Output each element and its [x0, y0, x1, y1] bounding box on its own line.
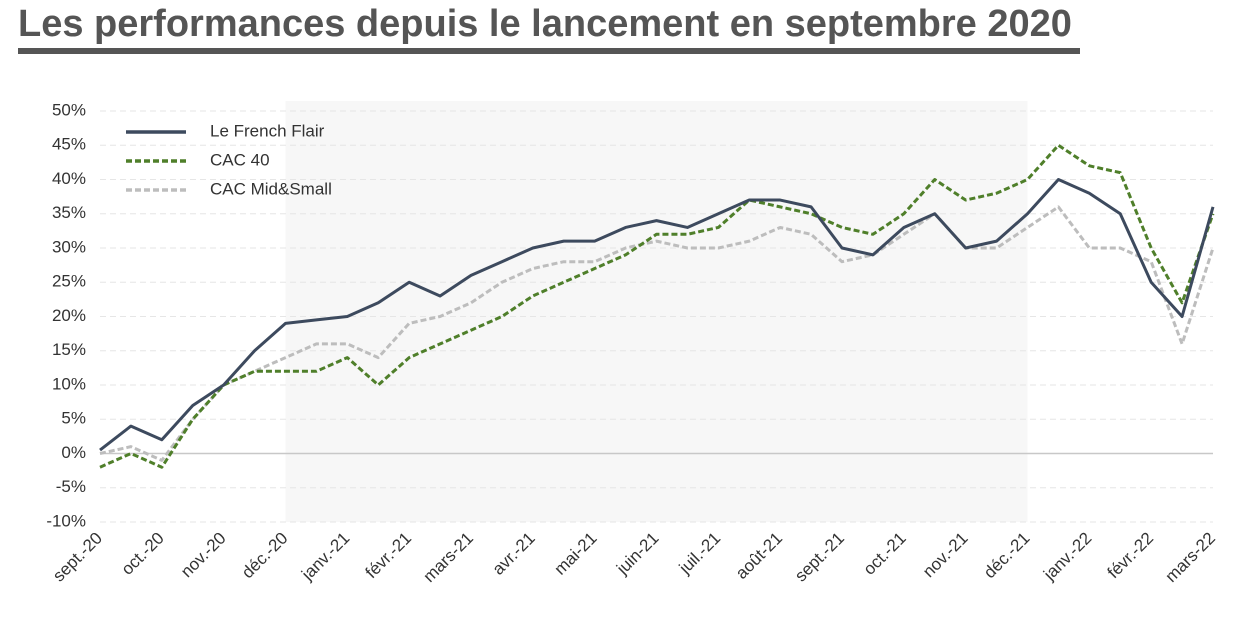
- x-tick-label: juil.-21: [675, 529, 725, 579]
- series-line: [99, 178, 1215, 452]
- x-tick-label: oct.-21: [860, 529, 910, 579]
- x-tick-label: déc.-20: [238, 529, 292, 583]
- x-tick-label: mars-22: [1161, 529, 1219, 587]
- x-tick-label: juin-21: [612, 529, 662, 579]
- x-tick-label: nov.-21: [919, 529, 972, 582]
- title-underline: [18, 48, 1080, 54]
- x-tick-label: avr.-21: [489, 529, 539, 579]
- y-tick-label: 30%: [52, 237, 86, 256]
- y-tick-label: 15%: [52, 340, 86, 359]
- series-line: [99, 205, 1215, 462]
- series-line: [99, 143, 1215, 469]
- y-tick-label: 50%: [52, 100, 86, 119]
- x-tick-label: janv.-21: [297, 529, 353, 585]
- y-tick-label: 20%: [52, 306, 86, 325]
- y-tick-label: 10%: [52, 374, 86, 393]
- y-tick-label: 25%: [52, 272, 86, 291]
- y-tick-label: -10%: [46, 511, 86, 530]
- x-tick-label: oct.-20: [118, 529, 168, 579]
- x-tick-label: déc.-21: [980, 529, 1034, 583]
- x-tick-label: août-21: [732, 529, 786, 583]
- x-tick-label: janv.-22: [1039, 529, 1095, 585]
- x-tick-label: févr.-22: [1104, 529, 1158, 583]
- y-tick-label: 0%: [61, 443, 86, 462]
- chart-title: Les performances depuis le lancement en …: [18, 3, 1072, 45]
- y-tick-label: 5%: [61, 409, 86, 428]
- x-tick-label: sept.-20: [49, 529, 106, 586]
- x-tick-label: mars-21: [419, 529, 477, 587]
- x-tick-label: févr.-21: [362, 529, 416, 583]
- legend-label: Le French Flair: [210, 121, 325, 140]
- y-tick-label: 40%: [52, 169, 86, 188]
- y-tick-label: 45%: [52, 135, 86, 154]
- x-tick-label: nov.-20: [177, 529, 230, 582]
- legend-label: CAC 40: [210, 150, 270, 169]
- legend-label: CAC Mid&Small: [210, 179, 332, 198]
- y-tick-label: -5%: [56, 477, 86, 496]
- x-tick-label: sept.-21: [791, 529, 848, 586]
- shaded-period: [285, 101, 1028, 522]
- x-tick-label: mai-21: [550, 529, 600, 579]
- y-tick-label: 35%: [52, 203, 86, 222]
